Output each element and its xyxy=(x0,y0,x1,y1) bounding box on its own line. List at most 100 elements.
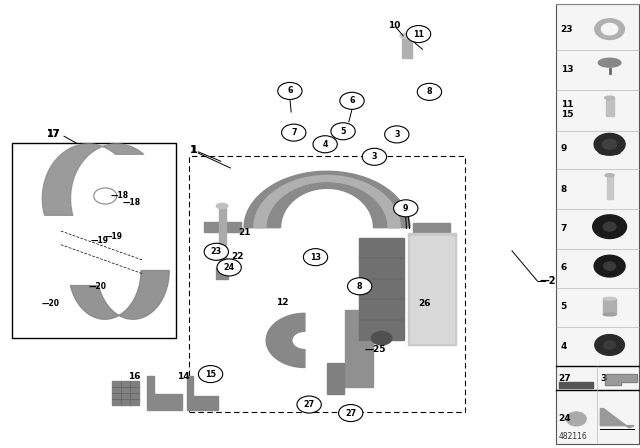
Ellipse shape xyxy=(599,150,620,155)
Text: 7: 7 xyxy=(291,128,296,137)
Text: 27: 27 xyxy=(345,409,356,418)
Text: 9: 9 xyxy=(561,144,567,153)
Text: —2: —2 xyxy=(540,276,556,286)
Circle shape xyxy=(313,136,337,153)
Bar xyxy=(402,36,412,58)
Ellipse shape xyxy=(598,347,621,352)
Text: 8: 8 xyxy=(561,185,567,194)
Text: 24: 24 xyxy=(559,414,572,423)
Circle shape xyxy=(406,26,431,43)
Text: 15: 15 xyxy=(205,370,216,379)
Bar xyxy=(189,156,465,412)
Ellipse shape xyxy=(604,297,616,300)
Circle shape xyxy=(595,19,625,39)
Bar xyxy=(605,98,614,116)
Text: 5: 5 xyxy=(561,302,567,311)
Circle shape xyxy=(394,200,418,217)
Text: 17: 17 xyxy=(47,129,60,139)
Text: 10: 10 xyxy=(388,21,401,30)
Text: 24: 24 xyxy=(223,263,235,272)
Text: —19: —19 xyxy=(90,236,108,246)
Text: 4: 4 xyxy=(323,140,328,149)
Bar xyxy=(216,268,228,279)
Bar xyxy=(345,310,372,387)
Polygon shape xyxy=(266,313,305,367)
Circle shape xyxy=(198,366,223,383)
Circle shape xyxy=(566,412,586,426)
Circle shape xyxy=(217,259,241,276)
Text: 7: 7 xyxy=(561,224,567,233)
Text: —25: —25 xyxy=(365,345,387,354)
Circle shape xyxy=(594,134,625,155)
Circle shape xyxy=(282,124,306,141)
Circle shape xyxy=(303,249,328,266)
Ellipse shape xyxy=(400,33,414,39)
Text: 8: 8 xyxy=(357,282,362,291)
Ellipse shape xyxy=(605,174,614,177)
Polygon shape xyxy=(187,376,218,410)
Circle shape xyxy=(331,123,355,140)
Circle shape xyxy=(593,215,627,238)
Circle shape xyxy=(362,148,387,165)
Text: 1: 1 xyxy=(190,145,197,155)
Circle shape xyxy=(417,83,442,100)
Text: 22: 22 xyxy=(232,252,244,261)
Text: 13: 13 xyxy=(310,253,321,262)
Bar xyxy=(604,299,616,314)
Text: 4: 4 xyxy=(561,342,567,351)
Ellipse shape xyxy=(605,96,614,99)
Ellipse shape xyxy=(216,203,228,209)
Ellipse shape xyxy=(598,268,621,273)
Text: 21: 21 xyxy=(238,228,251,237)
Polygon shape xyxy=(147,376,182,410)
Text: 27: 27 xyxy=(303,400,315,409)
Bar xyxy=(607,175,612,199)
Circle shape xyxy=(297,396,321,413)
Circle shape xyxy=(603,139,617,149)
Text: 11
15: 11 15 xyxy=(561,100,573,120)
Text: 6: 6 xyxy=(561,263,567,272)
Circle shape xyxy=(604,222,616,231)
Ellipse shape xyxy=(597,230,622,235)
Polygon shape xyxy=(605,374,637,385)
Text: 9: 9 xyxy=(403,204,408,213)
Text: 3: 3 xyxy=(372,152,377,161)
Circle shape xyxy=(93,188,116,204)
Text: —20: —20 xyxy=(88,282,106,291)
Bar xyxy=(219,206,226,271)
Text: —19: —19 xyxy=(104,232,122,241)
Bar xyxy=(12,143,176,338)
Polygon shape xyxy=(254,176,400,228)
Circle shape xyxy=(604,262,616,270)
Circle shape xyxy=(204,243,228,260)
Bar xyxy=(410,236,454,343)
Text: 14: 14 xyxy=(177,372,189,381)
Bar xyxy=(359,238,404,340)
Text: —18: —18 xyxy=(110,191,129,200)
Circle shape xyxy=(594,255,625,277)
Text: —20: —20 xyxy=(41,299,59,308)
Ellipse shape xyxy=(604,313,616,316)
Bar xyxy=(559,382,593,388)
Circle shape xyxy=(385,126,409,143)
Text: 12: 12 xyxy=(276,298,289,307)
Text: 5: 5 xyxy=(340,127,346,136)
Text: 13: 13 xyxy=(561,65,573,74)
Ellipse shape xyxy=(598,58,621,67)
Bar xyxy=(112,381,139,405)
Text: —18: —18 xyxy=(123,198,141,207)
Circle shape xyxy=(595,335,625,355)
Text: 27: 27 xyxy=(559,374,572,383)
Polygon shape xyxy=(204,222,241,232)
Circle shape xyxy=(348,278,372,295)
Ellipse shape xyxy=(371,332,392,345)
Text: 6: 6 xyxy=(287,86,292,95)
Polygon shape xyxy=(244,171,410,228)
Text: 17: 17 xyxy=(47,129,60,139)
Text: 482116: 482116 xyxy=(559,432,588,441)
Circle shape xyxy=(604,341,616,349)
Bar xyxy=(327,363,344,394)
Text: 11: 11 xyxy=(413,30,424,39)
Polygon shape xyxy=(413,223,450,232)
Circle shape xyxy=(340,92,364,109)
